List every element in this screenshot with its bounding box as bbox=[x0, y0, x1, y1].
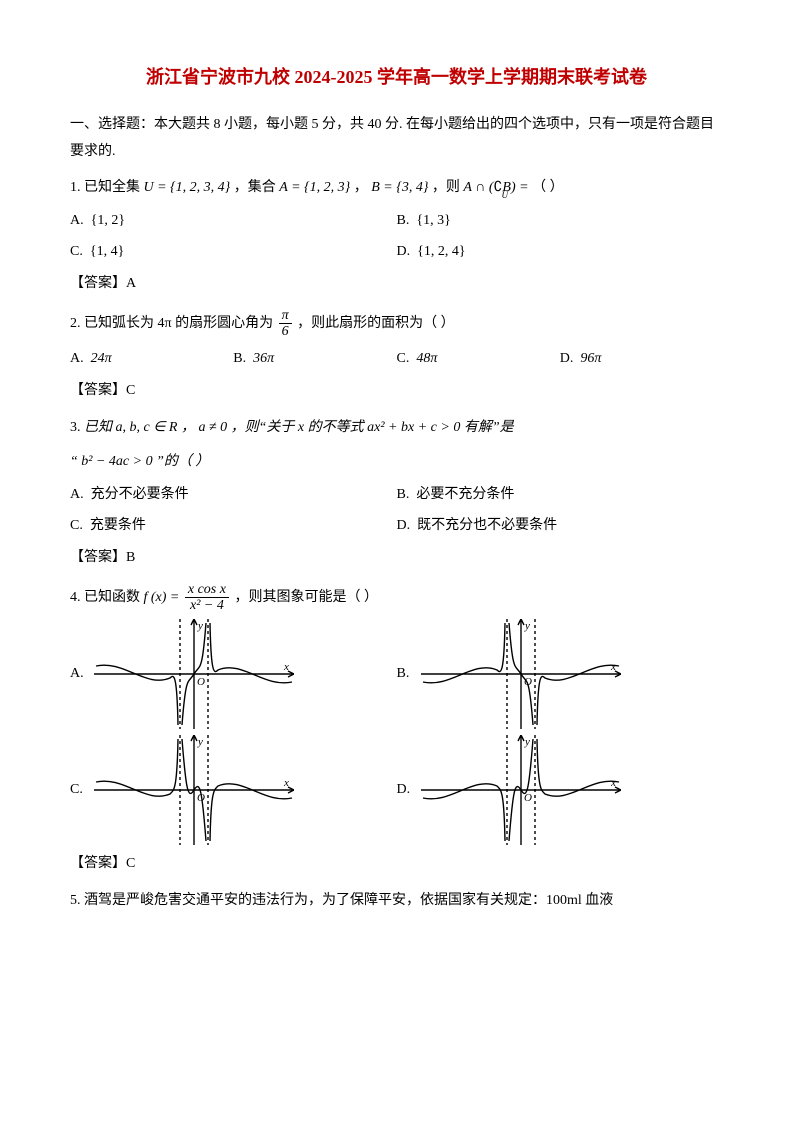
q1-expr-pre: A ∩ ( bbox=[463, 180, 493, 195]
q1-set-A: A = {1, 2, 3} bbox=[279, 180, 350, 195]
q5-number: 5. bbox=[70, 893, 81, 908]
q1-stem-c: ， bbox=[354, 180, 368, 195]
q1-option-B: B. {1, 3} bbox=[397, 208, 724, 235]
q4-option-A: A. yxO bbox=[70, 619, 397, 729]
svg-text:O: O bbox=[197, 676, 205, 688]
q2-stem-b: ，则此扇形的面积为（ ） bbox=[297, 316, 455, 331]
question-3: 3. 已知 a, b, c ∈ R ， a ≠ 0 ，则“关于 x 的不等式 a… bbox=[70, 415, 723, 442]
q3-option-C: C. 充要条件 bbox=[70, 513, 397, 540]
q4-graph-D: yxO bbox=[421, 735, 621, 845]
complement-icon: ∁U bbox=[494, 175, 503, 202]
svg-text:x: x bbox=[283, 777, 289, 789]
q2-option-B: B. 36π bbox=[233, 346, 396, 373]
svg-text:x: x bbox=[283, 661, 289, 673]
q1-options: A. {1, 2} B. {1, 3} C. {1, 4} D. {1, 2, … bbox=[70, 206, 723, 267]
q4-option-C: C. yxO bbox=[70, 735, 397, 845]
q3-answer: 【答案】B bbox=[70, 545, 723, 572]
q4-graph-C: yxO bbox=[94, 735, 294, 845]
q4-row-CD: C. yxO D. yxO bbox=[70, 735, 723, 845]
q3-option-A: A. 充分不必要条件 bbox=[70, 482, 397, 509]
q1-set-B: B = {3, 4} bbox=[371, 180, 428, 195]
q2-number: 2. bbox=[70, 316, 81, 331]
svg-text:y: y bbox=[524, 736, 530, 748]
question-5: 5. 酒驾是严峻危害交通平安的违法行为，为了保障平安，依据国家有关规定：100m… bbox=[70, 888, 723, 915]
q4-fx: f (x) = bbox=[144, 590, 180, 605]
q2-options: A. 24π B. 36π C. 48π D. 96π bbox=[70, 344, 723, 375]
question-1: 1. 已知全集 U = {1, 2, 3, 4} ，集合 A = {1, 2, … bbox=[70, 175, 723, 202]
q4-number: 4. bbox=[70, 590, 81, 605]
q3-stem-b: “ b² − 4ac > 0 ”的（ ） bbox=[70, 454, 209, 469]
q1-option-A: A. {1, 2} bbox=[70, 208, 397, 235]
q4-row-AB: A. yxO B. yxO bbox=[70, 619, 723, 729]
page-title: 浙江省宁波市九校 2024-2025 学年高一数学上学期期末联考试卷 bbox=[70, 60, 723, 94]
q3-number: 3. bbox=[70, 420, 81, 435]
q1-stem-a: 已知全集 bbox=[84, 180, 140, 195]
question-3b: “ b² − 4ac > 0 ”的（ ） bbox=[70, 449, 723, 476]
q1-set-U: U = {1, 2, 3, 4} bbox=[144, 180, 231, 195]
q5-stem: 酒驾是严峻危害交通平安的违法行为，为了保障平安，依据国家有关规定：100ml 血… bbox=[84, 893, 613, 908]
q4-stem-a: 已知函数 bbox=[84, 590, 140, 605]
q1-stem-e: （ ） bbox=[532, 180, 564, 195]
q2-option-A: A. 24π bbox=[70, 346, 233, 373]
q4-graph-B: yxO bbox=[421, 619, 621, 729]
q2-fraction: π 6 bbox=[279, 308, 292, 340]
question-4: 4. 已知函数 f (x) = x cos x x² − 4 ，则其图象可能是（… bbox=[70, 582, 723, 614]
svg-text:y: y bbox=[524, 620, 530, 632]
q2-answer: 【答案】C bbox=[70, 378, 723, 405]
svg-text:x: x bbox=[610, 661, 616, 673]
q1-stem-d: ，则 bbox=[432, 180, 460, 195]
svg-text:x: x bbox=[610, 777, 616, 789]
q1-stem-b: ，集合 bbox=[234, 180, 276, 195]
q3-option-B: B. 必要不充分条件 bbox=[397, 482, 724, 509]
q4-stem-b: ，则其图象可能是（ ） bbox=[234, 590, 378, 605]
svg-text:y: y bbox=[197, 736, 203, 748]
section-1-heading: 一、选择题：本大题共 8 小题，每小题 5 分，共 40 分. 在每小题给出的四… bbox=[70, 112, 723, 165]
q3-options: A. 充分不必要条件 B. 必要不充分条件 C. 充要条件 D. 既不充分也不必… bbox=[70, 480, 723, 541]
q1-number: 1. bbox=[70, 180, 81, 195]
q4-answer: 【答案】C bbox=[70, 851, 723, 878]
q3-option-D: D. 既不充分也不必要条件 bbox=[397, 513, 724, 540]
q4-fraction: x cos x x² − 4 bbox=[185, 582, 229, 614]
q2-option-D: D. 96π bbox=[560, 346, 723, 373]
q3-stem-a: 已知 a, b, c ∈ R ， a ≠ 0 ，则“关于 x 的不等式 ax² … bbox=[84, 420, 514, 435]
q1-option-C: C. {1, 4} bbox=[70, 239, 397, 266]
q4-option-D: D. yxO bbox=[397, 735, 724, 845]
q4-graph-A: y x O bbox=[94, 619, 294, 729]
q2-option-C: C. 48π bbox=[397, 346, 560, 373]
question-2: 2. 已知弧长为 4π 的扇形圆心角为 π 6 ，则此扇形的面积为（ ） bbox=[70, 308, 723, 340]
svg-text:y: y bbox=[197, 620, 203, 632]
q1-option-D: D. {1, 2, 4} bbox=[397, 239, 724, 266]
q4-option-B: B. yxO bbox=[397, 619, 724, 729]
q1-answer: 【答案】A bbox=[70, 271, 723, 298]
q2-stem-a: 已知弧长为 4π 的扇形圆心角为 bbox=[84, 316, 273, 331]
